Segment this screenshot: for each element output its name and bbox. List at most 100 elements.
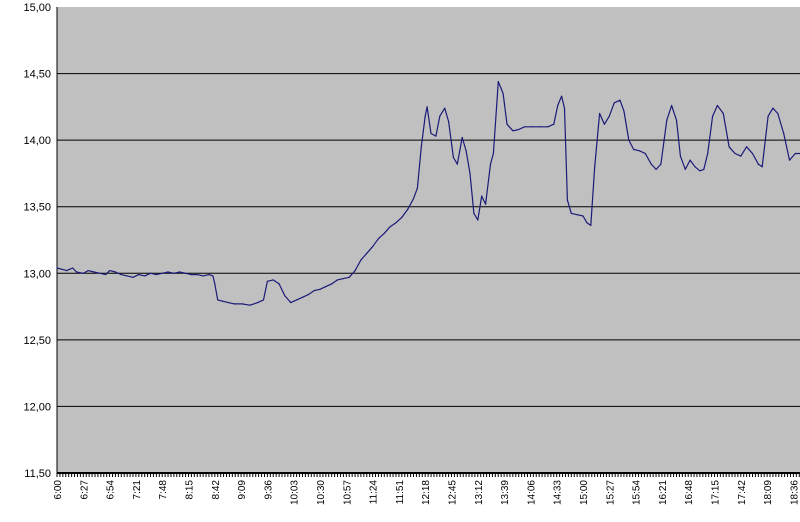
x-tick-label: 9:09	[237, 480, 248, 500]
data-point	[121, 274, 122, 275]
data-point	[783, 133, 784, 134]
x-tick-label: 13:39	[500, 480, 511, 505]
x-tick-label: 11:24	[369, 480, 380, 505]
data-point	[435, 136, 436, 137]
x-tick-label: 15:00	[579, 480, 590, 505]
data-point	[453, 157, 454, 158]
data-point	[614, 102, 615, 103]
data-point	[390, 226, 391, 227]
data-point	[56, 267, 57, 268]
data-point	[619, 100, 620, 101]
x-tick-label: 16:21	[658, 480, 669, 505]
data-point	[734, 153, 735, 154]
data-point	[752, 153, 753, 154]
data-point	[680, 156, 681, 157]
x-tick-label: 10:30	[316, 480, 327, 505]
data-point	[138, 274, 139, 275]
data-point	[257, 302, 258, 303]
data-point	[127, 275, 128, 276]
data-point	[284, 295, 285, 296]
data-point	[167, 271, 168, 272]
data-point	[758, 164, 759, 165]
data-point	[242, 303, 243, 304]
data-point	[222, 301, 223, 302]
data-point	[723, 113, 724, 114]
data-point	[557, 105, 558, 106]
x-tick-label: 11:51	[395, 480, 406, 505]
y-tick-label: 14,00	[23, 135, 51, 147]
data-point	[360, 259, 361, 260]
data-point	[473, 213, 474, 214]
data-point	[179, 271, 180, 272]
data-point	[772, 108, 773, 109]
data-point	[532, 126, 533, 127]
x-tick-label: 15:54	[632, 480, 643, 505]
x-tick-label: 12:45	[448, 480, 459, 505]
data-point	[439, 116, 440, 117]
data-point	[633, 149, 634, 150]
data-point	[707, 153, 708, 154]
data-point	[512, 130, 513, 131]
data-point	[105, 274, 106, 275]
data-point	[594, 166, 595, 167]
data-point	[66, 270, 67, 271]
data-point	[586, 222, 587, 223]
data-point	[493, 153, 494, 154]
data-point	[485, 204, 486, 205]
x-tick-label: 7:48	[158, 480, 169, 500]
data-point	[469, 173, 470, 174]
data-point	[768, 116, 769, 117]
data-point	[302, 297, 303, 298]
data-point	[448, 121, 449, 122]
y-tick-label: 13,50	[23, 202, 51, 214]
data-point	[651, 164, 652, 165]
data-point	[290, 302, 291, 303]
x-tick-label: 8:42	[211, 480, 222, 500]
data-point	[639, 150, 640, 151]
data-point	[337, 279, 338, 280]
x-tick-label: 14:33	[553, 480, 564, 505]
data-point	[296, 299, 297, 300]
y-tick-label: 15,00	[23, 2, 51, 14]
data-point	[703, 169, 704, 170]
data-point	[407, 209, 408, 210]
data-point	[729, 146, 730, 147]
data-point	[191, 274, 192, 275]
data-point	[384, 233, 385, 234]
data-point	[355, 270, 356, 271]
data-point	[83, 273, 84, 274]
data-point	[109, 270, 110, 271]
data-point	[430, 133, 431, 134]
x-tick-label: 12:18	[421, 480, 432, 505]
x-tick-label: 7:21	[132, 480, 143, 500]
data-point	[582, 215, 583, 216]
data-point	[564, 108, 565, 109]
data-point	[349, 277, 350, 278]
data-point	[197, 274, 198, 275]
data-point	[524, 126, 525, 127]
data-point	[93, 271, 94, 272]
data-point	[185, 273, 186, 274]
x-tick-label: 18:36	[789, 480, 800, 505]
data-point	[88, 270, 89, 271]
data-point	[132, 277, 133, 278]
data-point	[506, 124, 507, 125]
data-point	[518, 129, 519, 130]
data-point	[208, 274, 209, 275]
data-point	[314, 290, 315, 291]
data-point	[343, 278, 344, 279]
data-point	[76, 271, 77, 272]
data-point	[162, 273, 163, 274]
data-point	[540, 126, 541, 127]
data-point	[623, 110, 624, 111]
x-tick-label: 6:27	[79, 480, 90, 500]
x-tick-label: 14:06	[526, 480, 537, 505]
data-point	[599, 113, 600, 114]
data-point	[217, 299, 218, 300]
data-point	[267, 281, 268, 282]
x-tick-label: 9:36	[263, 480, 274, 500]
data-point	[694, 166, 695, 167]
data-point	[372, 246, 373, 247]
data-point	[401, 217, 402, 218]
